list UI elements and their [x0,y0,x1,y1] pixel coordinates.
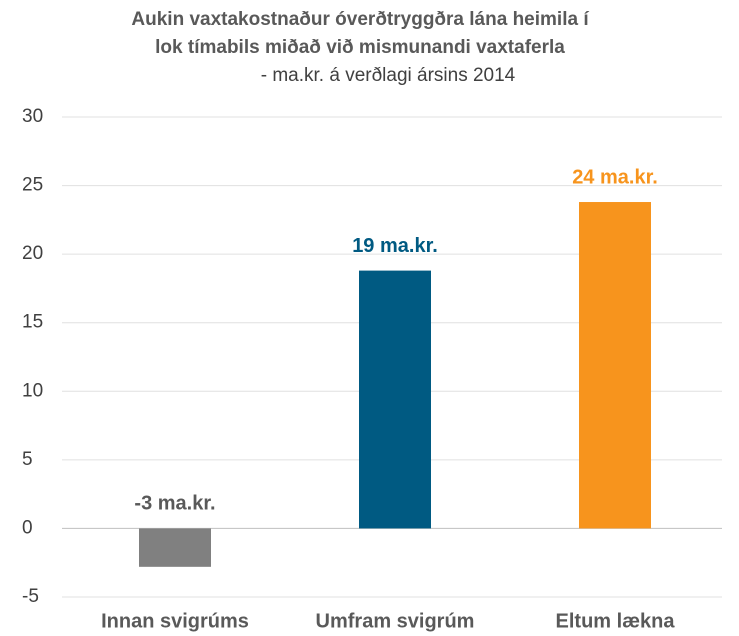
x-tick-label: Innan svigrúms [101,610,249,632]
y-tick-label: 10 [22,380,43,401]
chart-title: Aukin vaxtakostnaður óverðtryggðra lána … [131,9,589,30]
chart-subtitle: - ma.kr. á verðlagi ársins 2014 [261,65,516,86]
y-tick-label: 30 [22,106,43,127]
bar [359,270,431,529]
bar [139,528,211,567]
x-tick-label: Umfram svigrúm [316,610,475,632]
value-label: -3 ma.kr. [134,493,215,515]
y-tick-label: 5 [22,449,33,470]
y-tick-label: 25 [22,175,43,196]
y-tick-label: 20 [22,243,43,264]
chart-title: lok tímabils miðað við mismunandi vaxtaf… [155,37,565,58]
value-label: 19 ma.kr. [352,235,438,257]
x-tick-label: Eltum lækna [556,610,676,632]
y-tick-label: -5 [22,586,39,607]
value-label: 24 ma.kr. [572,166,658,188]
y-tick-label: 0 [22,517,33,538]
y-tick-label: 15 [22,312,43,333]
bar [579,202,651,529]
